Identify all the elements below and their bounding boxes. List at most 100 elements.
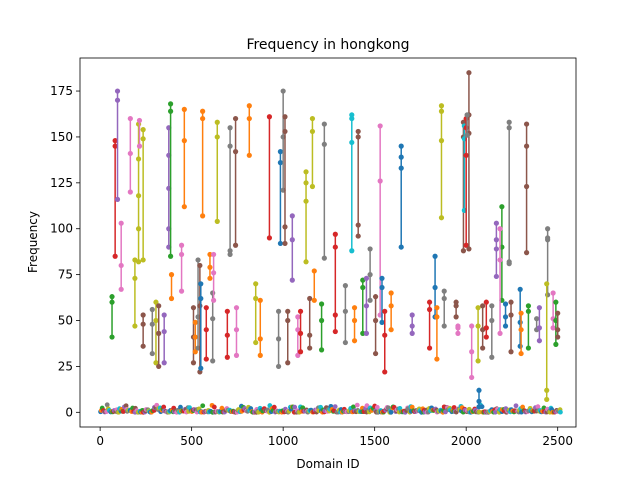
series-point [198,281,204,287]
series-point [367,246,373,252]
series-point [285,360,291,366]
domain-series [136,117,143,149]
series-point [210,316,216,322]
domain-series [409,312,415,336]
series-point [168,272,175,278]
series-point [349,139,355,146]
series-point [112,253,118,259]
series-point [140,257,146,263]
series-point [441,288,447,294]
series-point [351,338,358,344]
domain-series [277,149,284,247]
domain-series [181,106,187,210]
series-point [127,189,133,195]
series-point [233,327,240,333]
series-point [469,323,475,329]
series-point [545,226,551,232]
series-point [114,196,121,202]
domain-series [525,303,532,351]
series-point [493,220,499,226]
domain-series [275,308,282,370]
domain-series [266,114,273,241]
series-point [506,261,512,267]
series-point [198,295,204,302]
series-point [275,308,282,314]
series-point [127,115,133,122]
series-point [207,275,213,281]
series-point [367,297,373,303]
baseline-point [520,404,526,410]
series-point [318,347,325,353]
baseline-point [121,409,126,414]
series-point [508,312,514,318]
domain-series [207,251,213,281]
domain-series [224,308,230,360]
series-point [453,303,459,309]
series-point [321,255,327,261]
series-point [181,138,187,144]
series-point [309,128,316,135]
series-point [257,352,263,358]
domain-series [544,281,550,403]
series-point [469,374,475,381]
domain-series [363,275,370,336]
series-point [463,242,469,248]
series-point [297,349,304,355]
domain-series [388,290,394,333]
domain-series [178,242,185,294]
series-point [266,235,273,241]
series-point [463,125,469,131]
series-point [534,316,540,322]
domain-series [253,281,259,346]
series-point [355,134,361,140]
series-point [167,253,174,259]
series-point [303,198,309,204]
series-point [355,222,361,228]
series-point [303,169,309,175]
domain-series [372,294,379,357]
domain-series [233,305,240,358]
series-point [135,259,142,265]
series-point [321,141,327,147]
series-point [434,314,440,320]
series-point [523,183,530,190]
y-tick-label: 175 [50,84,73,98]
series-point [140,127,146,133]
series-point [200,115,206,122]
series-point [460,248,467,254]
baseline-point [104,402,110,408]
series-point [285,317,291,324]
series-point [517,286,523,292]
domain-series [508,299,514,355]
domain-series [536,305,542,344]
domain-series [156,303,162,370]
series-point [379,284,385,291]
series-point [398,143,404,149]
series-point [253,295,259,302]
y-tick-label: 25 [58,359,73,373]
series-point [382,308,388,314]
series-point [351,317,358,324]
domain-series [246,103,252,158]
domain-series [214,119,220,224]
series-point [523,250,530,256]
series-point [476,387,482,393]
domain-series [257,297,263,358]
series-point [224,354,230,360]
series-point [555,334,561,340]
series-point [309,183,316,190]
series-point [297,308,304,314]
series-point [168,295,175,302]
series-point [382,369,388,375]
baseline-point [354,402,360,408]
series-point [497,257,503,263]
series-point [277,240,284,247]
domain-series [295,314,301,358]
domain-series [523,121,530,256]
x-tick-label: 0 [96,434,104,448]
baseline-point [476,409,482,415]
series-point [409,330,415,336]
series-point [332,244,338,250]
baseline-point [558,409,563,415]
